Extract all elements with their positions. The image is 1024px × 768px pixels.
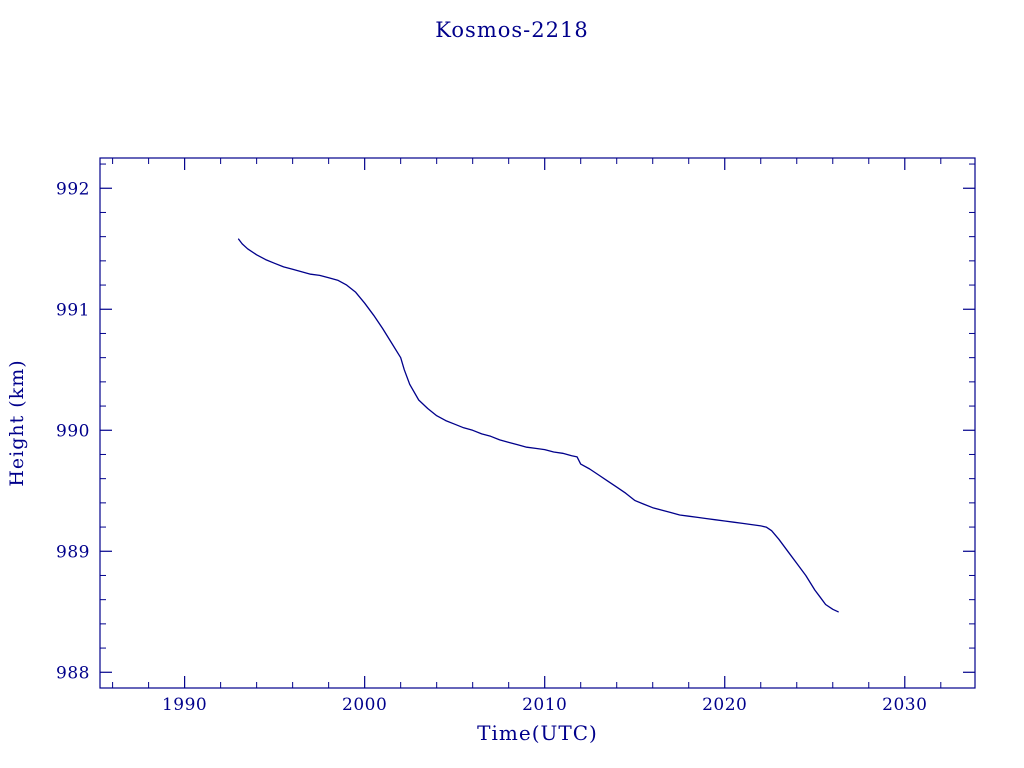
chart-title: Kosmos-2218 [435,18,589,42]
data-line [237,238,839,613]
y-tick-label: 990 [56,421,90,441]
x-tick-label: 2020 [702,695,747,715]
x-tick-label: 1990 [162,695,207,715]
y-tick-label: 991 [56,300,90,320]
x-tick-label: 2000 [342,695,387,715]
y-tick-label: 988 [56,663,90,683]
y-tick-label: 989 [56,542,90,562]
y-tick-label: 992 [56,179,90,199]
plot-frame [99,157,976,689]
x-tick-label: 2030 [882,695,927,715]
x-axis-label: Time(UTC) [477,721,598,745]
x-tick-label: 2010 [522,695,567,715]
